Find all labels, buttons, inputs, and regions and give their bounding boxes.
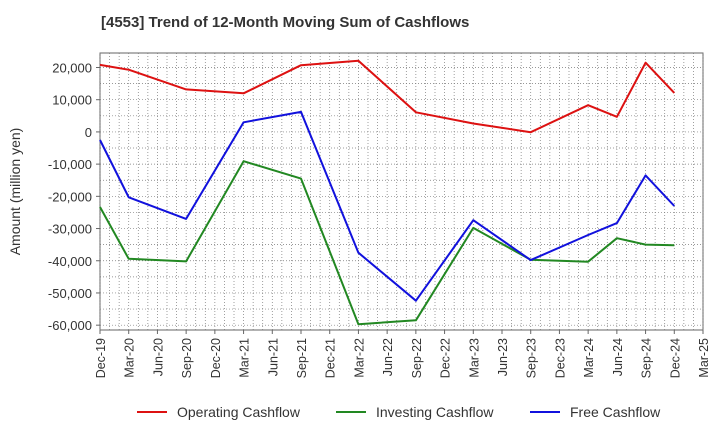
x-tick-label: Dec-23	[553, 338, 567, 378]
x-tick-label: Sep-20	[180, 338, 194, 378]
x-tick-label: Jun-24	[611, 338, 625, 376]
x-tick-label: Dec-20	[209, 338, 223, 378]
y-axis-label: Amount (million yen)	[7, 128, 23, 256]
x-tick-label: Jun-21	[266, 338, 280, 376]
series-line-1	[99, 160, 675, 326]
legend-swatch-investing	[336, 411, 366, 413]
x-tick-label: Mar-21	[238, 338, 252, 378]
legend-label-operating: Operating Cashflow	[177, 404, 300, 420]
legend-item-operating: Operating Cashflow	[137, 404, 300, 420]
y-tick-label: 0	[85, 125, 92, 140]
x-tick-label: Jun-20	[151, 338, 165, 376]
x-tick-label: Jun-22	[381, 338, 395, 376]
x-tick-label: Sep-23	[525, 338, 539, 378]
legend-swatch-operating	[137, 411, 167, 413]
x-tick-label: Mar-20	[123, 338, 137, 378]
legend-swatch-free	[530, 411, 560, 413]
y-tick-label: -40,000	[48, 254, 92, 269]
x-tick-label: Sep-22	[410, 338, 424, 378]
chart-title: [4553] Trend of 12-Month Moving Sum of C…	[101, 14, 470, 31]
x-tick-label: Sep-21	[295, 338, 309, 378]
y-tick-label: -10,000	[48, 157, 92, 172]
legend-label-free: Free Cashflow	[570, 404, 661, 420]
y-tick-label: -60,000	[48, 318, 92, 333]
y-tick-label: 20,000	[52, 60, 92, 75]
legend-item-investing: Investing Cashflow	[336, 404, 494, 420]
x-tick-label: Dec-19	[94, 338, 108, 378]
x-tick-label: Mar-24	[582, 338, 596, 378]
y-tick-label: 10,000	[52, 93, 92, 108]
legend-label-investing: Investing Cashflow	[376, 404, 494, 420]
x-tick-label: Mar-25	[697, 338, 711, 378]
x-tick-label: Jun-23	[496, 338, 510, 376]
x-tick-label: Dec-21	[324, 338, 338, 378]
x-tick-label: Dec-24	[668, 338, 682, 378]
series-line-2	[99, 110, 676, 302]
y-tick-label: -30,000	[48, 222, 92, 237]
y-tick-label: -50,000	[48, 286, 92, 301]
y-tick-label: -20,000	[48, 189, 92, 204]
series-line-0	[99, 59, 676, 134]
x-tick-label: Mar-23	[467, 338, 481, 378]
x-tick-label: Dec-22	[439, 338, 453, 378]
x-grid	[99, 53, 704, 330]
legend-item-free: Free Cashflow	[530, 404, 660, 420]
x-tick-label: Mar-22	[352, 338, 366, 378]
x-tick-label: Sep-24	[640, 338, 654, 378]
